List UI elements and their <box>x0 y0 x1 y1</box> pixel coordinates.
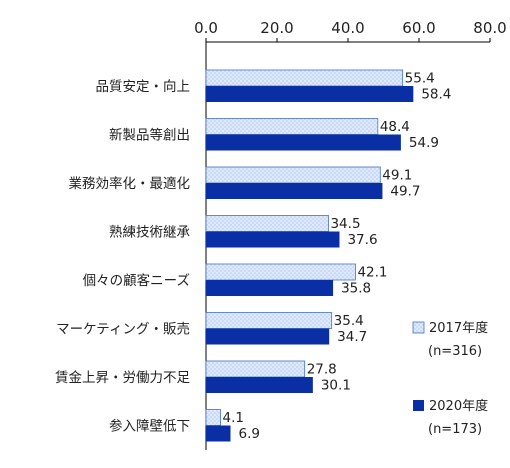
bar-series1 <box>205 360 306 378</box>
bar-series1 <box>205 118 379 135</box>
data-label: 49.7 <box>390 184 420 200</box>
data-label: 6.9 <box>238 426 259 442</box>
category-label: 業務効率化・最適化 <box>69 175 191 192</box>
legend-swatch <box>412 321 425 334</box>
x-tick-label: 40.0 <box>331 19 364 37</box>
data-label: 55.4 <box>405 71 435 87</box>
bar-series2 <box>206 183 383 199</box>
data-label: 49.1 <box>382 168 412 184</box>
bar-series1 <box>205 312 333 329</box>
data-label: 27.8 <box>307 362 337 378</box>
x-tick-label: 20.0 <box>260 19 293 37</box>
data-label: 54.9 <box>409 135 439 151</box>
bar-series1 <box>205 69 404 87</box>
data-label: 37.6 <box>347 232 377 248</box>
bar-series2 <box>206 86 414 102</box>
bar-series2 <box>206 231 340 248</box>
legend-series-name: 2020年度 <box>429 398 488 414</box>
bar-series2 <box>206 328 330 345</box>
data-label: 58.4 <box>421 87 451 103</box>
data-label: 34.5 <box>330 216 360 232</box>
data-label: 35.8 <box>341 281 371 297</box>
category-label: 新製品等創出 <box>109 127 190 144</box>
x-tick-label: 80.0 <box>473 19 506 37</box>
category-label: マーケティング・販売 <box>56 322 190 338</box>
category-label: 品質安定・向上 <box>96 79 191 95</box>
legend-series-name: 2017年度 <box>429 320 488 336</box>
x-tick-label: 0.0 <box>194 19 218 37</box>
legend-series-n: (n=316) <box>428 344 482 359</box>
data-label: 35.4 <box>334 313 364 329</box>
bar-series1 <box>205 409 221 426</box>
legend-series-n: (n=173) <box>428 422 482 437</box>
data-label: 48.4 <box>380 119 410 135</box>
bar-series2 <box>206 377 313 393</box>
bar-series1 <box>205 215 329 232</box>
legend-swatch <box>413 400 424 411</box>
category-label: 賃金上昇・労働力不足 <box>55 370 190 386</box>
category-label: 熟練技術継承 <box>109 225 190 241</box>
bar-series1 <box>205 166 381 184</box>
bar-series1 <box>205 263 356 281</box>
category-label: 参入障壁低下 <box>109 418 190 435</box>
x-tick-label: 60.0 <box>402 19 435 37</box>
bar-series2 <box>206 425 231 442</box>
category-label: 個々の顧客ニーズ <box>83 272 190 289</box>
data-label: 30.1 <box>321 378 351 394</box>
data-label: 34.7 <box>337 329 367 345</box>
bar-series2 <box>206 280 334 296</box>
bar-series2 <box>206 134 401 151</box>
data-label: 42.1 <box>357 265 387 281</box>
data-label: 4.1 <box>223 410 244 426</box>
